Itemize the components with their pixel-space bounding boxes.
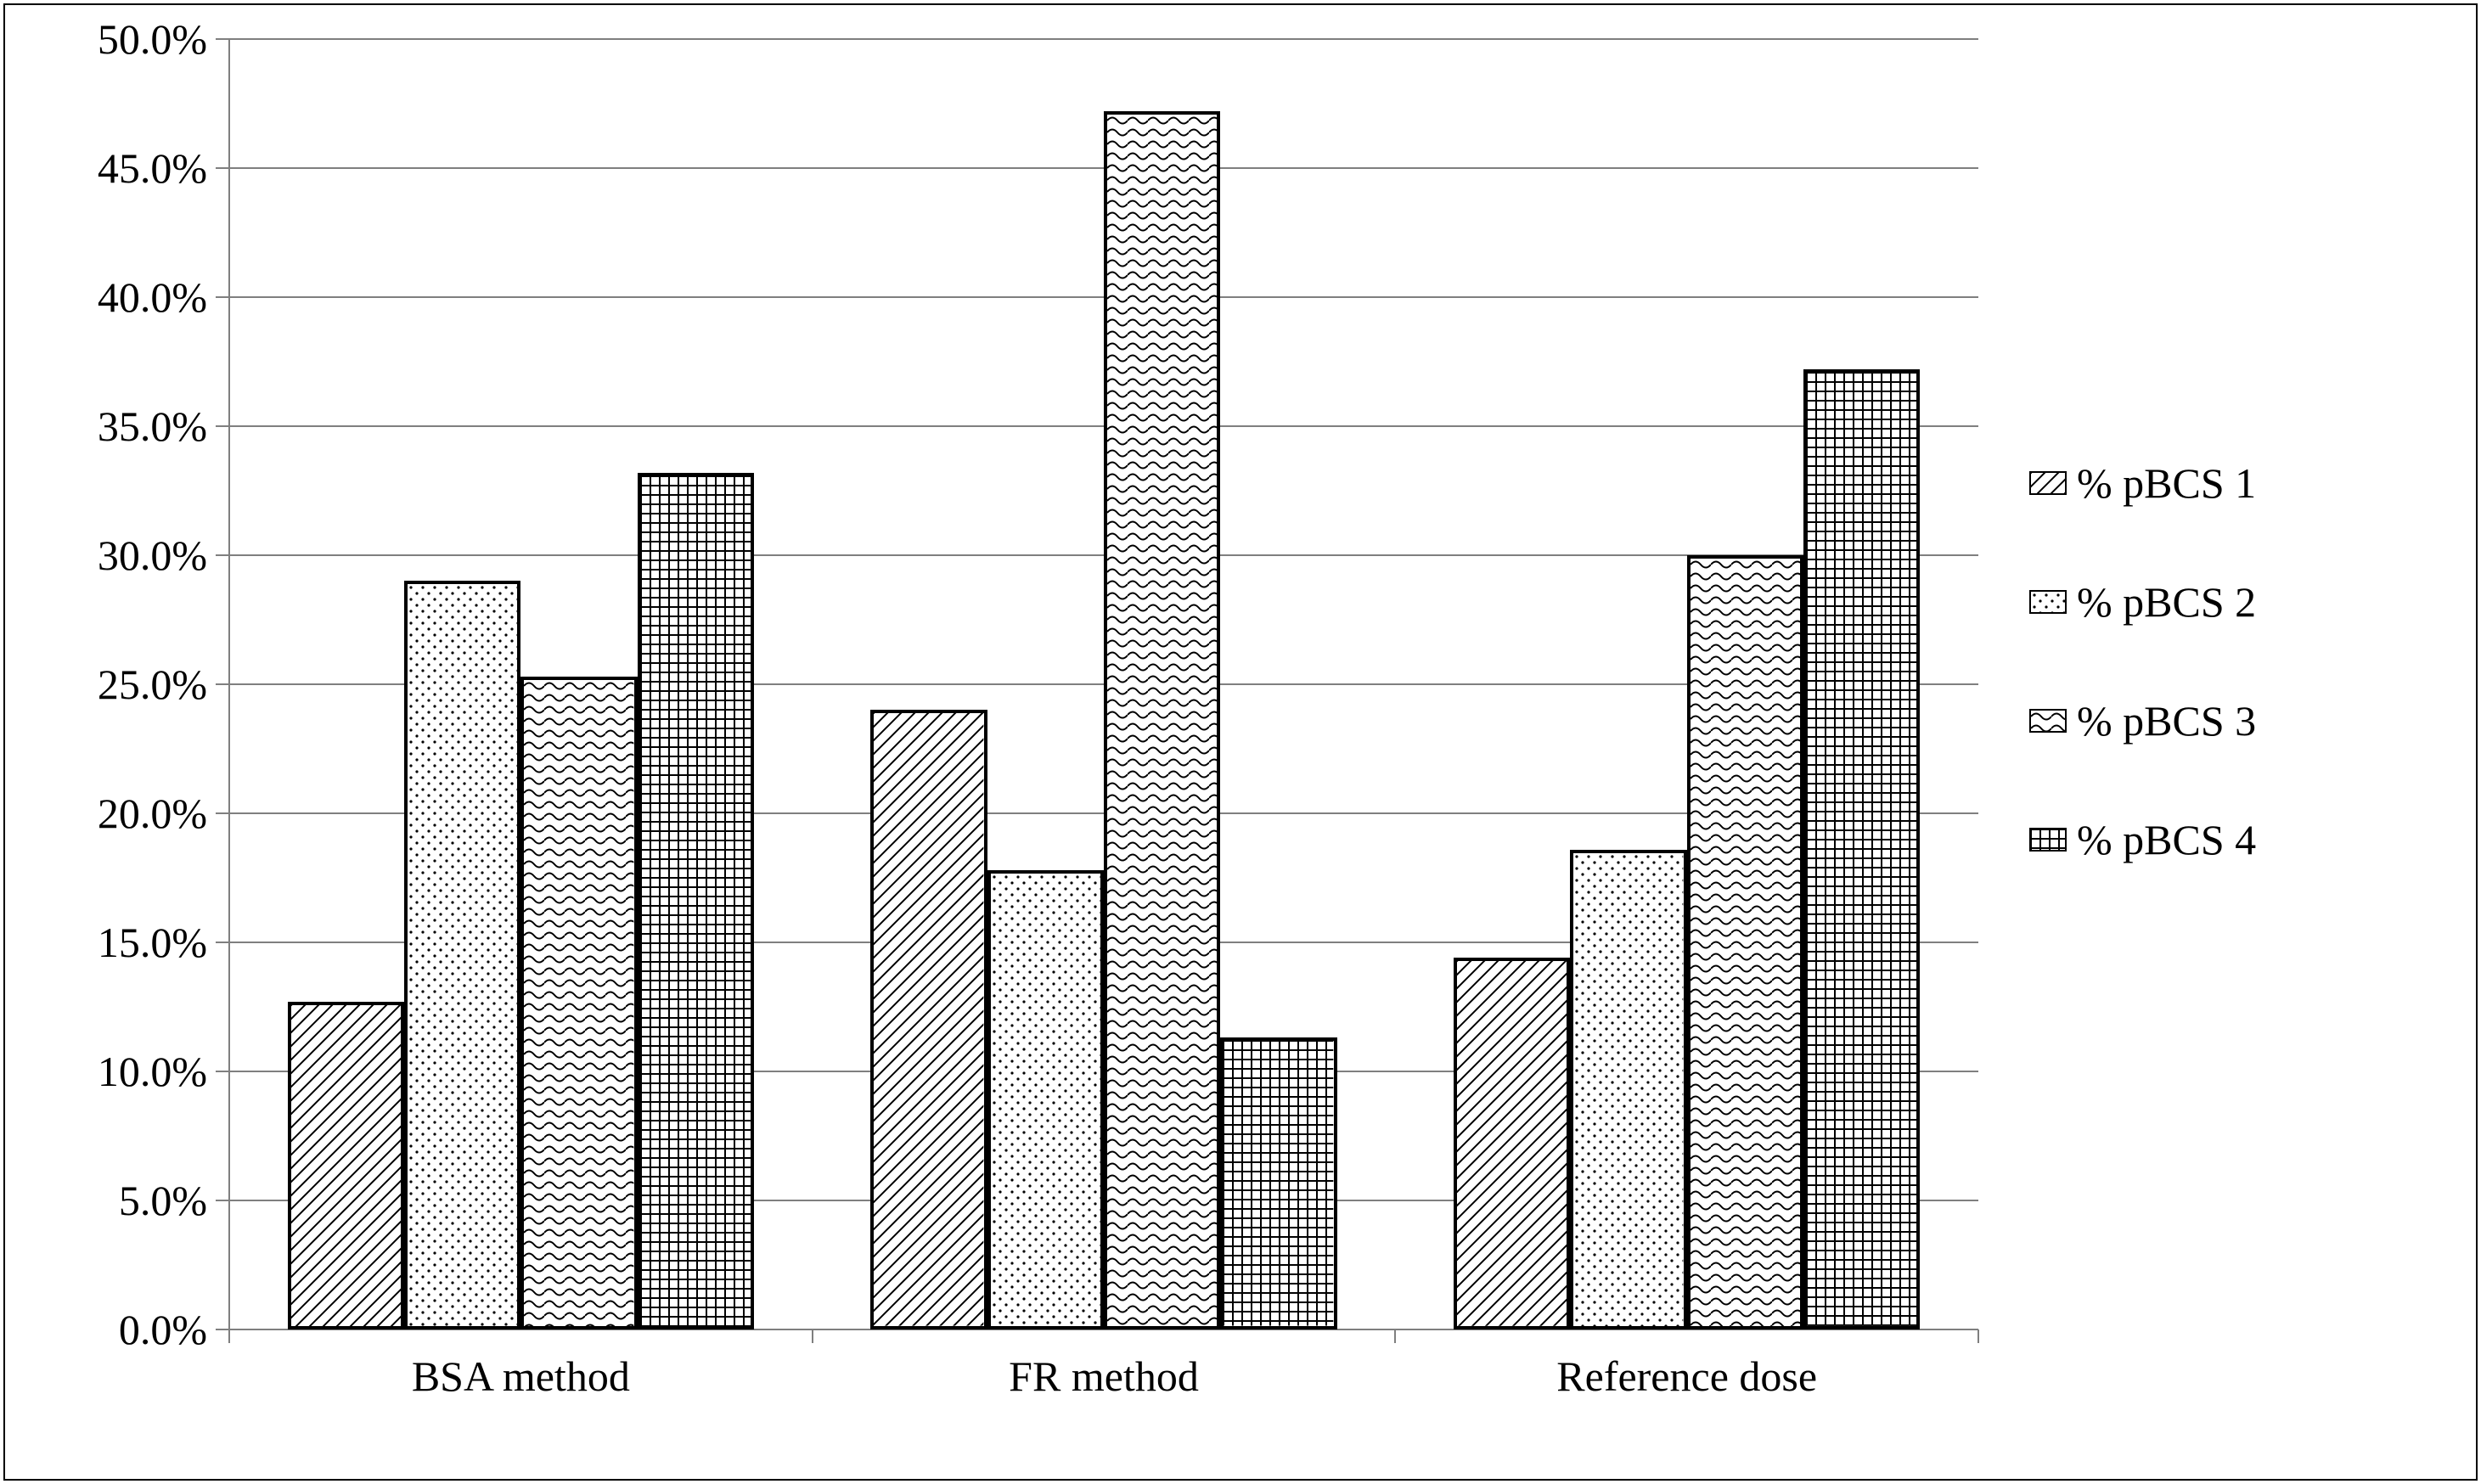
legend: % pBCS 1 % pBCS 2 % pBCS 3 % pBCS 4 [2029, 458, 2256, 864]
legend-label: % pBCS 1 [2077, 458, 2256, 508]
y-tick-label: 40.0% [0, 273, 207, 322]
legend-item: % pBCS 1 [2029, 458, 2256, 508]
legend-swatch [2029, 590, 2067, 614]
legend-label: % pBCS 3 [2077, 696, 2256, 745]
bar [1454, 958, 1570, 1329]
bar [288, 1002, 404, 1329]
bar [1104, 111, 1220, 1329]
bar [870, 710, 987, 1329]
x-tick-label: FR method [1009, 1352, 1199, 1401]
y-tick-mark [216, 554, 229, 556]
bar [987, 870, 1104, 1329]
y-tick-label: 20.0% [0, 789, 207, 838]
y-tick-mark [216, 1071, 229, 1072]
x-tick-mark [1977, 1329, 1979, 1343]
y-tick-mark [216, 683, 229, 685]
y-tick-mark [216, 812, 229, 814]
y-tick-mark [216, 1329, 229, 1330]
y-tick-mark [216, 296, 229, 298]
y-tick-label: 10.0% [0, 1047, 207, 1096]
legend-item: % pBCS 3 [2029, 696, 2256, 745]
y-tick-mark [216, 167, 229, 169]
y-tick-mark [216, 942, 229, 943]
legend-item: % pBCS 4 [2029, 815, 2256, 864]
y-axis-line [228, 39, 230, 1329]
y-tick-label: 15.0% [0, 918, 207, 967]
x-tick-mark [812, 1329, 813, 1343]
legend-swatch [2029, 471, 2067, 495]
bar [404, 581, 520, 1329]
x-tick-label: BSA method [412, 1352, 630, 1401]
bar [520, 677, 637, 1329]
legend-label: % pBCS 2 [2077, 577, 2256, 627]
x-tick-mark [1394, 1329, 1396, 1343]
y-tick-label: 5.0% [0, 1176, 207, 1225]
legend-swatch [2029, 828, 2067, 852]
bar [1803, 369, 1920, 1329]
y-tick-label: 25.0% [0, 660, 207, 709]
bar [1220, 1037, 1336, 1329]
bar [638, 473, 754, 1329]
y-tick-mark [216, 1200, 229, 1201]
y-tick-label: 45.0% [0, 143, 207, 193]
x-tick-mark [228, 1329, 230, 1343]
y-gridline [229, 38, 1978, 40]
legend-label: % pBCS 4 [2077, 815, 2256, 864]
y-tick-label: 0.0% [0, 1305, 207, 1354]
bar [1570, 850, 1686, 1329]
bar [1687, 555, 1803, 1329]
y-tick-label: 30.0% [0, 531, 207, 580]
legend-item: % pBCS 2 [2029, 577, 2256, 627]
x-tick-label: Reference dose [1556, 1352, 1817, 1401]
y-tick-label: 35.0% [0, 402, 207, 451]
y-tick-mark [216, 425, 229, 427]
legend-swatch [2029, 709, 2067, 733]
y-tick-label: 50.0% [0, 14, 207, 64]
y-tick-mark [216, 38, 229, 40]
